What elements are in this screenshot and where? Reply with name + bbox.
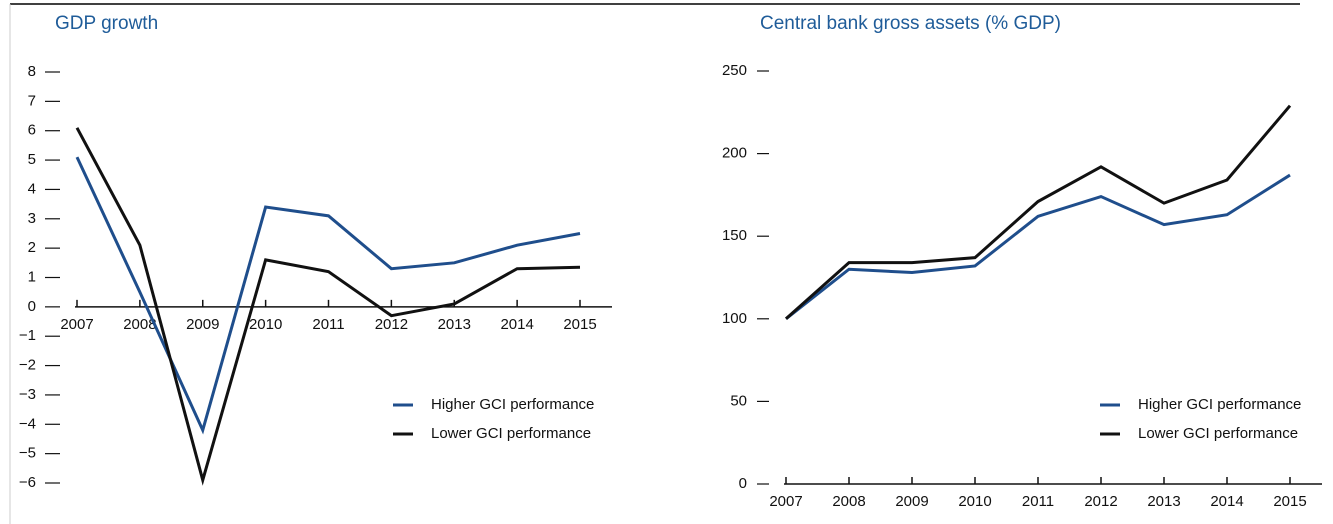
y-tick-label: 200	[722, 145, 747, 162]
chart-title: Central bank gross assets (% GDP)	[760, 13, 1061, 34]
x-tick-label: 2011	[312, 316, 344, 333]
legend-label: Higher GCI performance	[1138, 396, 1301, 413]
y-tick-label: 250	[722, 62, 747, 79]
x-tick-label: 2011	[1022, 493, 1054, 510]
series-line	[75, 127, 581, 486]
y-tick-label: 5	[28, 151, 36, 168]
x-tick-label: 2007	[60, 316, 93, 333]
x-tick-label: 2007	[769, 493, 802, 510]
y-tick-label: −3	[19, 386, 36, 403]
x-tick-label: 2013	[438, 316, 471, 333]
y-tick-label: 50	[730, 392, 747, 409]
y-tick-label: 150	[722, 227, 747, 244]
x-tick-label: 2010	[249, 316, 282, 333]
series-line	[75, 156, 581, 435]
y-tick-label: 6	[28, 122, 36, 139]
y-tick-label: −6	[19, 474, 36, 491]
y-tick-label: −2	[19, 357, 36, 374]
legend-label: Lower GCI performance	[1138, 425, 1298, 442]
y-tick-label: 0	[739, 475, 747, 492]
y-tick-label: 4	[28, 180, 36, 197]
series-line	[785, 104, 1292, 320]
x-tick-label: 2014	[1210, 493, 1243, 510]
legend-label: Lower GCI performance	[431, 425, 591, 442]
x-tick-label: 2015	[563, 316, 596, 333]
legend-label: Higher GCI performance	[431, 396, 594, 413]
y-tick-label: 8	[28, 63, 36, 80]
y-tick-label: 7	[28, 92, 36, 109]
x-tick-label: 2009	[186, 316, 219, 333]
x-tick-label: 2012	[1084, 493, 1117, 510]
y-tick-label: 0	[28, 298, 36, 315]
x-tick-label: 2008	[832, 493, 865, 510]
x-tick-label: 2012	[375, 316, 408, 333]
y-tick-label: 1	[28, 268, 36, 285]
y-tick-label: −5	[19, 445, 36, 462]
x-tick-label: 2008	[123, 316, 156, 333]
y-tick-label: 3	[28, 210, 36, 227]
x-tick-label: 2010	[958, 493, 991, 510]
series-line	[785, 173, 1291, 320]
y-tick-label: 100	[722, 310, 747, 327]
chart-title: GDP growth	[55, 13, 158, 34]
x-tick-label: 2015	[1273, 493, 1306, 510]
x-tick-label: 2014	[500, 316, 533, 333]
x-tick-label: 2013	[1147, 493, 1180, 510]
y-tick-label: −1	[19, 327, 36, 344]
y-tick-label: 2	[28, 239, 36, 256]
x-tick-label: 2009	[895, 493, 928, 510]
y-tick-label: −4	[19, 415, 36, 432]
